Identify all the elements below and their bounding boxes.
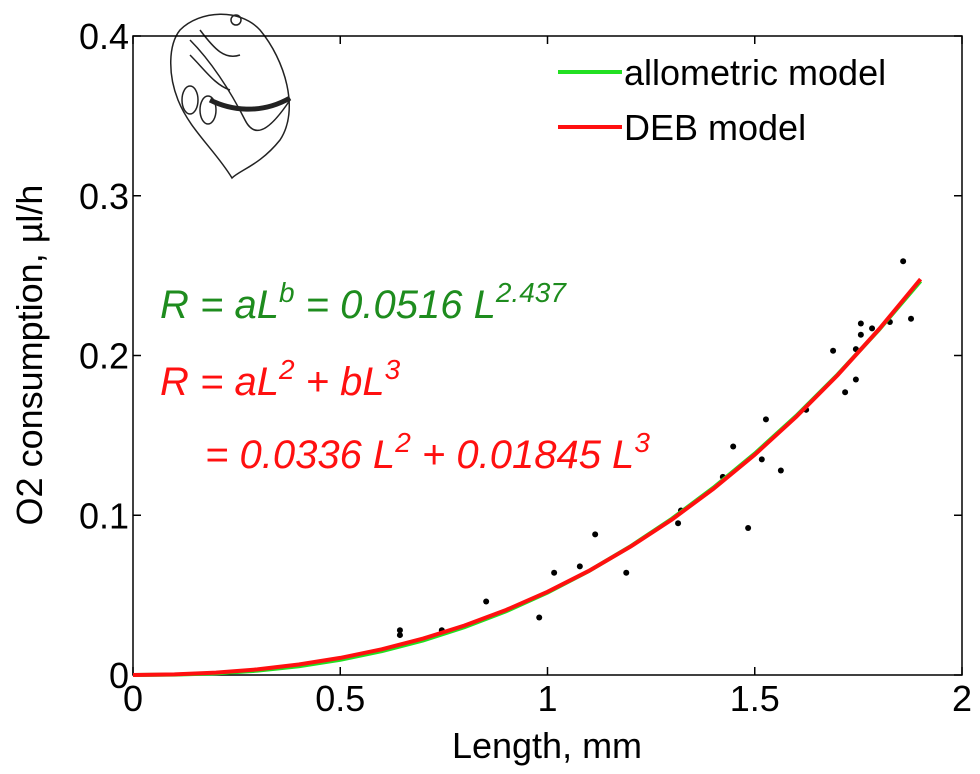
legend-label: allometric model bbox=[624, 52, 886, 93]
data-point bbox=[576, 563, 583, 570]
data-point bbox=[592, 531, 599, 538]
x-tick-label: 0 bbox=[123, 678, 143, 719]
equation-part: R = aL bbox=[160, 360, 279, 404]
data-point bbox=[852, 376, 859, 383]
data-point bbox=[758, 456, 765, 463]
equation: = 0.0336 L2 + 0.01845 L3 bbox=[205, 427, 650, 477]
equation-part: R = aL bbox=[160, 283, 279, 327]
y-tick-label: 0.4 bbox=[79, 16, 129, 57]
y-tick-label: 0 bbox=[109, 655, 129, 696]
x-tick-label: 1 bbox=[537, 678, 557, 719]
legend-label: DEB model bbox=[624, 107, 806, 148]
data-point bbox=[396, 632, 403, 639]
data-point bbox=[396, 627, 403, 634]
data-point bbox=[762, 416, 769, 423]
x-axis-label: Length, mm bbox=[452, 725, 642, 766]
data-point bbox=[623, 569, 630, 576]
data-point bbox=[730, 443, 737, 450]
equation-part: b bbox=[279, 277, 295, 308]
y-axis-label: O2 consumption, µl/h bbox=[9, 185, 50, 526]
data-point bbox=[745, 525, 752, 532]
y-tick-label: 0.3 bbox=[79, 176, 129, 217]
x-tick-label: 2 bbox=[952, 678, 972, 719]
equation-part: 2 bbox=[278, 354, 295, 385]
equation-part: 3 bbox=[385, 354, 401, 385]
data-point bbox=[536, 614, 543, 621]
axes-frame bbox=[132, 35, 963, 676]
model-line bbox=[132, 279, 923, 677]
data-point bbox=[777, 467, 784, 474]
daphnia-illustration bbox=[170, 13, 292, 180]
y-tick-label: 0.2 bbox=[79, 336, 129, 377]
equation-part: 2 bbox=[394, 427, 411, 458]
equation: R = aLb = 0.0516 L2.437 bbox=[160, 277, 567, 327]
equation-part: 2.437 bbox=[495, 277, 567, 308]
data-point bbox=[857, 331, 864, 338]
data-point bbox=[857, 320, 864, 327]
data-point bbox=[551, 569, 558, 576]
x-tick-label: 0.5 bbox=[315, 678, 365, 719]
data-point bbox=[908, 315, 915, 322]
data-point bbox=[675, 520, 682, 527]
equation-part: = 0.0336 L bbox=[205, 433, 395, 477]
equation-part: + bL bbox=[295, 360, 385, 404]
equation-part: = 0.0516 L bbox=[295, 283, 496, 327]
data-point bbox=[900, 258, 907, 265]
data-point bbox=[842, 389, 849, 396]
y-tick-label: 0.1 bbox=[79, 495, 129, 536]
data-point bbox=[483, 598, 490, 605]
x-tick-label: 1.5 bbox=[730, 678, 780, 719]
equation: R = aL2 + bL3 bbox=[160, 354, 401, 404]
data-point bbox=[869, 325, 876, 332]
model-line bbox=[132, 277, 923, 677]
equation-part: 3 bbox=[634, 427, 650, 458]
equation-part: + 0.01845 L bbox=[411, 433, 635, 477]
data-point bbox=[830, 347, 837, 354]
